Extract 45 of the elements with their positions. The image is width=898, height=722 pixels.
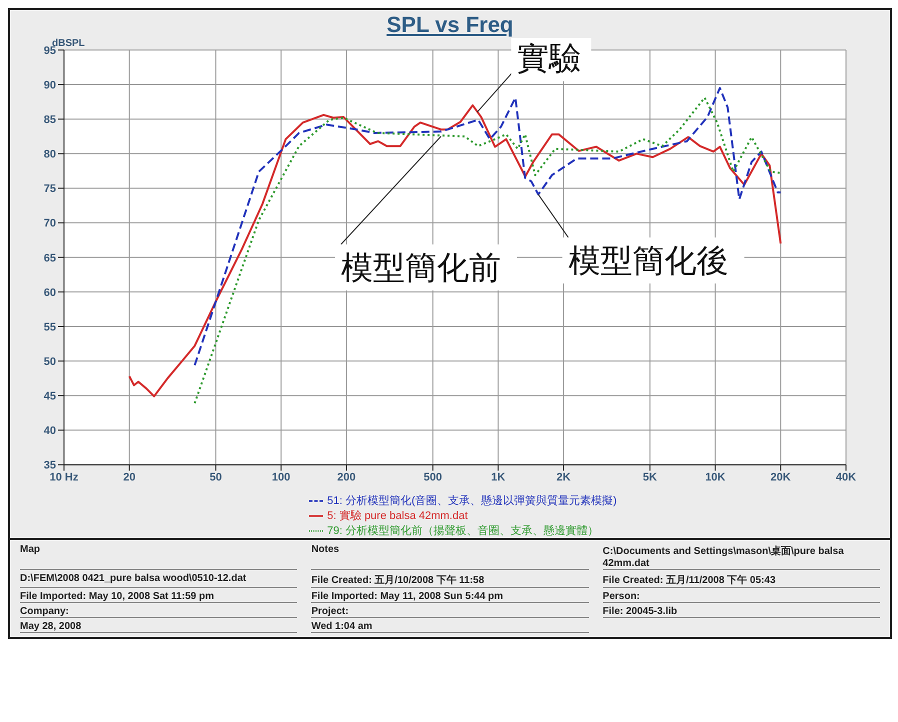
- x-tick-label: 50: [210, 472, 222, 484]
- x-tick-label: 20K: [770, 472, 791, 484]
- y-tick-label: 40: [44, 425, 56, 438]
- y-tick-label: 90: [44, 79, 56, 92]
- x-tick-label: 100: [272, 472, 290, 484]
- y-tick-label: 55: [44, 321, 56, 334]
- text: C:\Documents and Settings\mason\桌面\pure balsa 42mm.dat: [602, 544, 880, 570]
- y-tick-label: 65: [44, 252, 56, 264]
- y-tick-label: 50: [44, 356, 56, 368]
- text: May 28, 2008: [20, 621, 298, 633]
- x-tick-label: 2K: [556, 472, 571, 484]
- annotation: 實驗: [517, 39, 582, 78]
- y-tick-label: 75: [44, 183, 56, 196]
- text: Map: [20, 544, 298, 570]
- x-tick-label: 40K: [836, 472, 856, 484]
- text: Wed 1:04 am: [311, 621, 589, 633]
- x-tick-label: 10K: [705, 472, 726, 484]
- x-tick-label: 5K: [642, 472, 658, 484]
- legend-label: 5: 實驗 pure balsa 42mm.dat: [327, 510, 468, 522]
- chart-title: SPL vs Freq: [386, 11, 514, 38]
- text: File Created: 五月/10/2008 下午 11:58: [311, 573, 589, 588]
- y-tick-label: 45: [44, 390, 56, 403]
- y-tick-label: 80: [44, 148, 56, 161]
- x-tick-label: 10 Hz: [50, 472, 79, 484]
- text: File Imported: May 10, 2008 Sat 11:59 pm: [20, 591, 298, 603]
- y-tick-label: 70: [44, 218, 56, 230]
- y-tick-label: 85: [44, 114, 56, 126]
- x-tick-label: 1K: [491, 472, 506, 484]
- x-tick-label: 20: [123, 472, 136, 484]
- text: File: 20045-3.lib: [602, 606, 880, 618]
- text: File Imported: May 11, 2008 Sun 5:44 pm: [311, 591, 589, 603]
- x-tick-label: 200: [337, 472, 356, 484]
- text: Person:: [602, 591, 880, 603]
- text: Notes: [311, 544, 589, 570]
- annotation: 模型簡化後: [568, 241, 728, 280]
- y-tick-label: 35: [44, 460, 56, 472]
- text: D:\FEM\2008 0421_pure balsa wood\0510-12.dat: [20, 573, 298, 588]
- text: Company:: [20, 606, 298, 618]
- text: File Created: 五月/11/2008 下午 05:43: [602, 573, 880, 588]
- x-tick-label: 500: [424, 472, 442, 484]
- legend-label: 79: 分析模型簡化前（揚聲板、音圈、支承、懸邊實體）: [327, 524, 599, 537]
- annotation: 模型簡化前: [340, 248, 501, 286]
- legend-label: 51: 分析模型簡化(音圈、支承、懸邊以彈簧與質量元素模擬): [327, 494, 617, 507]
- y-tick-label: 60: [44, 286, 56, 299]
- text: Project:: [311, 606, 589, 618]
